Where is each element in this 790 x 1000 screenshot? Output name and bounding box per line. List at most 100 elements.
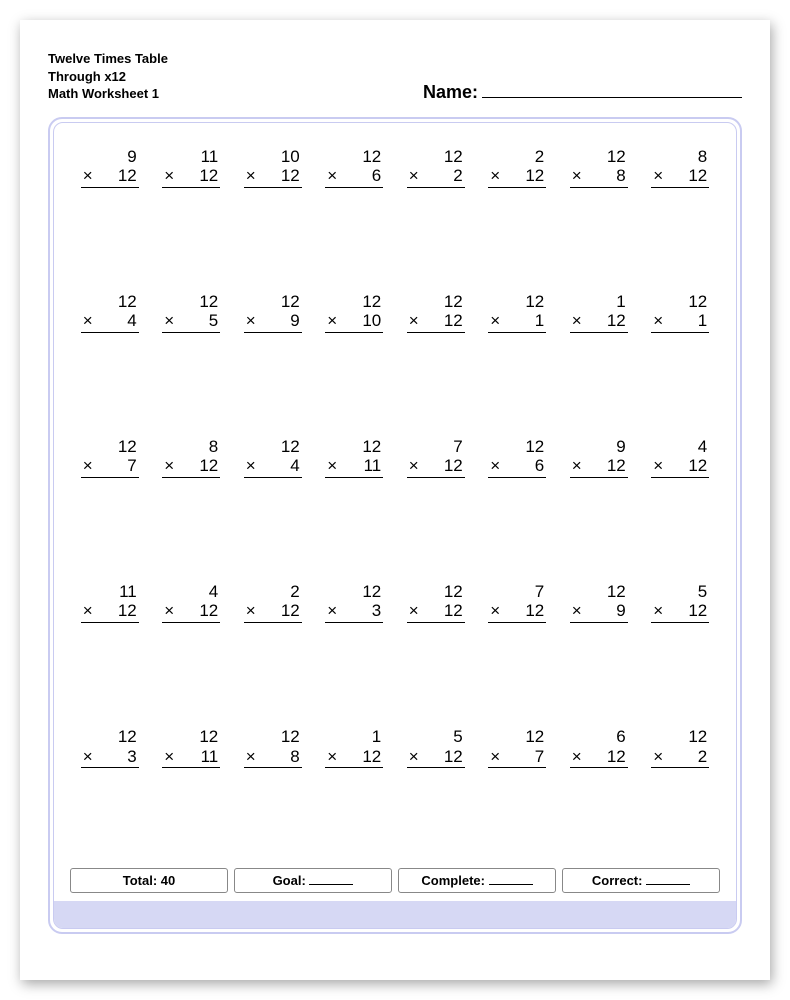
multiplication-problem: 12× 5 [162,292,220,333]
multiplier-row: ×12 [81,166,139,188]
multiplicand: 12 [162,292,220,312]
multiplicand: 7 [488,582,546,602]
multiplier-row: ×12 [651,456,709,478]
multiplier-row: × 3 [325,601,383,623]
multiplication-problem: 12× 4 [244,437,302,478]
complete-label: Complete: [421,873,485,888]
multiplication-problem: 11×12 [162,147,220,188]
multiplier-row: × 8 [570,166,628,188]
multiply-icon: × [407,311,419,331]
multiplier-row: × 4 [81,311,139,333]
multiplicand: 2 [244,582,302,602]
title-line-1: Twelve Times Table [48,50,168,68]
multiplicand: 12 [651,727,709,747]
multiply-icon: × [651,456,663,476]
multiplication-problem: 12× 6 [488,437,546,478]
multiplication-problem: 12× 1 [651,292,709,333]
multiplier-row: ×12 [651,601,709,623]
multiplication-problem: 12× 3 [81,727,139,768]
multiplier-row: ×10 [325,311,383,333]
multiply-icon: × [325,166,337,186]
outer-frame: 9×1211×1210×1212× 612× 22×1212× 88×1212×… [48,117,742,934]
multiplicand: 12 [325,292,383,312]
multiplicand: 12 [81,437,139,457]
multiplier-row: × 2 [651,747,709,769]
multiplication-problem: 12× 9 [244,292,302,333]
multiplier-row: × 6 [488,456,546,478]
multiplier-row: × 6 [325,166,383,188]
multiplication-problem: 12×12 [407,292,465,333]
multiplication-problem: 9×12 [570,437,628,478]
multiplier-row: × 8 [244,747,302,769]
multiply-icon: × [407,747,419,767]
multiplier-row: × 1 [651,311,709,333]
multiplier-row: ×12 [162,601,220,623]
multiplication-problem: 12× 1 [488,292,546,333]
multiplication-problem: 12× 7 [81,437,139,478]
multiplicand: 12 [325,582,383,602]
multiplication-problem: 12× 6 [325,147,383,188]
multiplicand: 1 [325,727,383,747]
correct-blank[interactable] [646,875,690,885]
multiplier-row: × 9 [244,311,302,333]
footer-complete: Complete: [398,868,556,893]
multiply-icon: × [651,747,663,767]
multiplicand: 10 [244,147,302,167]
multiply-icon: × [488,311,500,331]
multiplier-row: ×11 [162,747,220,769]
multiply-icon: × [570,601,582,621]
multiply-icon: × [244,601,256,621]
multiply-icon: × [81,311,93,331]
multiplicand: 12 [570,582,628,602]
multiply-icon: × [570,166,582,186]
multiplication-problem: 7×12 [488,582,546,623]
multiplier-row: ×12 [325,747,383,769]
footer-total: Total: 40 [70,868,228,893]
complete-blank[interactable] [489,875,533,885]
multiplier-row: × 7 [488,747,546,769]
multiply-icon: × [488,601,500,621]
multiply-icon: × [325,601,337,621]
bottom-accent-band [54,901,736,929]
multiplication-problem: 12× 7 [488,727,546,768]
multiply-icon: × [244,456,256,476]
multiplicand: 7 [407,437,465,457]
multiplier-row: ×12 [244,601,302,623]
multiplicand: 9 [81,147,139,167]
multiplication-problem: 9×12 [81,147,139,188]
multiplication-problem: 1×12 [570,292,628,333]
multiplicand: 1 [570,292,628,312]
multiply-icon: × [244,747,256,767]
multiplier-row: ×12 [162,456,220,478]
multiplicand: 11 [162,147,220,167]
multiplier-row: ×12 [570,456,628,478]
goal-label: Goal: [273,873,306,888]
correct-label: Correct: [592,873,643,888]
multiplication-problem: 12× 8 [570,147,628,188]
multiply-icon: × [651,601,663,621]
name-blank-line[interactable] [482,82,742,98]
total-value: 40 [161,873,175,888]
multiply-icon: × [325,456,337,476]
multiplication-problem: 6×12 [570,727,628,768]
multiplication-problem: 12×11 [162,727,220,768]
footer-goal: Goal: [234,868,392,893]
multiply-icon: × [325,747,337,767]
multiplication-problem: 11×12 [81,582,139,623]
multiplicand: 12 [325,437,383,457]
multiplication-problem: 4×12 [651,437,709,478]
multiply-icon: × [570,311,582,331]
multiply-icon: × [244,166,256,186]
multiplication-problem: 12× 8 [244,727,302,768]
title-line-2: Through x12 [48,68,168,86]
multiplication-problem: 12×11 [325,437,383,478]
multiplier-row: ×12 [570,311,628,333]
multiplicand: 5 [651,582,709,602]
multiplication-problem: 12×10 [325,292,383,333]
title-line-3: Math Worksheet 1 [48,85,168,103]
multiplication-problem: 12×12 [407,582,465,623]
multiplication-problem: 5×12 [651,582,709,623]
goal-blank[interactable] [309,875,353,885]
multiply-icon: × [651,166,663,186]
multiply-icon: × [81,601,93,621]
